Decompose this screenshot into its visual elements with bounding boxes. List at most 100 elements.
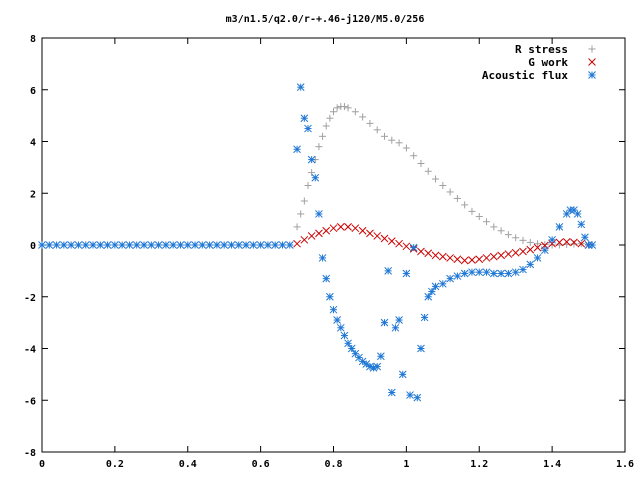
data-point [489, 269, 498, 278]
data-point [475, 213, 483, 221]
data-point [264, 241, 272, 249]
data-point [38, 241, 46, 249]
data-point [381, 132, 389, 140]
data-point [548, 235, 556, 244]
data-point [183, 241, 192, 249]
data-point [420, 313, 429, 322]
data-point [322, 274, 331, 283]
data-point [333, 104, 341, 112]
data-point [311, 173, 320, 182]
data-point [326, 292, 334, 301]
data-point [111, 241, 119, 249]
data-point [60, 241, 68, 249]
data-point [453, 194, 461, 202]
data-point [402, 269, 411, 278]
data-point [570, 240, 578, 248]
data-point [132, 241, 141, 249]
data-point [504, 269, 513, 278]
data-point [526, 245, 535, 254]
data-point [296, 83, 305, 92]
data-point [460, 256, 469, 265]
data-point [169, 241, 178, 249]
data-point [577, 239, 586, 248]
data-point [249, 241, 258, 249]
x-tick-label: 1.4 [543, 459, 561, 470]
data-point [504, 231, 512, 239]
data-point [519, 265, 527, 274]
data-point [410, 152, 418, 160]
data-point [322, 122, 330, 130]
data-point [439, 181, 447, 189]
legend-label: R stress [515, 43, 568, 56]
data-point [45, 241, 54, 249]
data-point [533, 254, 542, 262]
data-point [438, 252, 447, 261]
data-point [497, 269, 505, 278]
data-point [395, 316, 403, 324]
data-point [347, 344, 356, 353]
data-point [285, 241, 294, 249]
data-point [315, 143, 323, 151]
data-point [198, 241, 207, 249]
legend-label: Acoustic flux [482, 69, 568, 82]
data-point [351, 108, 359, 116]
series-acoustic-flux [38, 83, 597, 402]
data-point [417, 247, 425, 256]
data-point [570, 238, 578, 247]
series-layer [38, 83, 597, 402]
x-tick-label: 1.2 [470, 459, 488, 470]
data-point [308, 169, 316, 177]
data-point [154, 241, 163, 249]
data-point [344, 104, 352, 112]
data-point [297, 210, 305, 218]
data-point [424, 167, 432, 175]
data-point [322, 226, 331, 235]
data-point [242, 241, 250, 249]
data-point [176, 241, 185, 249]
data-point [373, 126, 381, 134]
data-point [548, 239, 556, 248]
chart-title: m3/n1.5/q2.0/r-+.46-j120/M5.0/256 [226, 13, 425, 25]
data-point [329, 224, 338, 233]
data-point [293, 223, 301, 231]
data-point [573, 210, 582, 218]
data-point [191, 241, 199, 249]
data-point [359, 113, 367, 121]
data-point [482, 268, 491, 277]
data-point [125, 241, 134, 249]
data-point [468, 256, 476, 264]
data-point [380, 318, 389, 327]
legend-marker [588, 45, 596, 53]
data-point [118, 241, 127, 249]
data-point [540, 246, 549, 255]
data-point [431, 251, 440, 260]
data-point [482, 254, 491, 262]
data-point [460, 269, 469, 278]
data-point [329, 305, 338, 314]
data-point [395, 139, 403, 147]
data-point [227, 241, 236, 249]
data-point [300, 235, 309, 244]
data-point [409, 243, 418, 252]
data-point [293, 239, 301, 248]
data-point [330, 108, 337, 116]
y-tick-label: -6 [24, 396, 36, 407]
data-point [391, 323, 400, 332]
data-point [271, 241, 280, 249]
data-point [577, 220, 586, 229]
y-tick-label: 2 [30, 189, 36, 200]
data-point [512, 234, 520, 242]
data-point [555, 238, 564, 247]
data-point [351, 349, 360, 358]
data-point [380, 234, 389, 243]
legend-marker [588, 58, 596, 66]
data-point [461, 201, 469, 209]
data-point [307, 155, 316, 164]
data-point [351, 224, 360, 233]
data-point [358, 226, 367, 235]
x-tick-label: 1 [403, 459, 409, 470]
data-point [333, 316, 341, 324]
data-point [413, 393, 422, 402]
data-point [511, 248, 520, 257]
